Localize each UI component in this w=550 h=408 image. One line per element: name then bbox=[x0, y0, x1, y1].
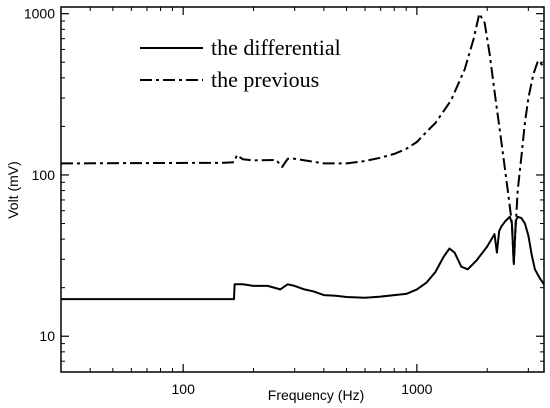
x-tick-label: 1000 bbox=[401, 381, 432, 397]
legend: the differential the previous bbox=[140, 35, 341, 92]
axis-ticks: 100 1000 10 100 1000 bbox=[24, 6, 544, 397]
plot-area bbox=[60, 6, 545, 373]
series-line-previous bbox=[60, 12, 545, 266]
plot-frame bbox=[60, 6, 545, 373]
y-axis-title: Volt (mV) bbox=[5, 161, 21, 219]
x-axis-title: Frequency (Hz) bbox=[268, 387, 364, 403]
legend-label-previous: the previous bbox=[211, 67, 319, 92]
series-lines bbox=[60, 12, 545, 301]
y-tick-label: 100 bbox=[32, 167, 56, 183]
y-tick-label: 10 bbox=[39, 328, 55, 344]
legend-label-differential: the differential bbox=[211, 35, 341, 60]
x-tick-label: 100 bbox=[172, 381, 196, 397]
y-tick-label: 1000 bbox=[24, 6, 55, 22]
series-line-differential bbox=[61, 215, 545, 301]
